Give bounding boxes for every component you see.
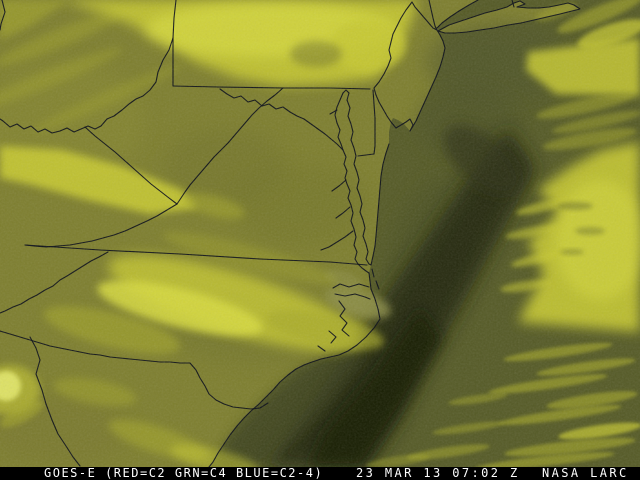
satellite-map [0, 0, 640, 467]
caption-bar: GOES-E (RED=C2 GRN=C4 BLUE=C2-4) 23 MAR … [0, 467, 640, 480]
noise-overlay [0, 0, 640, 467]
caption-timestamp: 23 MAR 13 07:02 Z [356, 466, 520, 480]
caption-product: GOES-E (RED=C2 GRN=C4 BLUE=C2-4) [44, 466, 324, 480]
caption-source: NASA LARC [542, 466, 629, 480]
